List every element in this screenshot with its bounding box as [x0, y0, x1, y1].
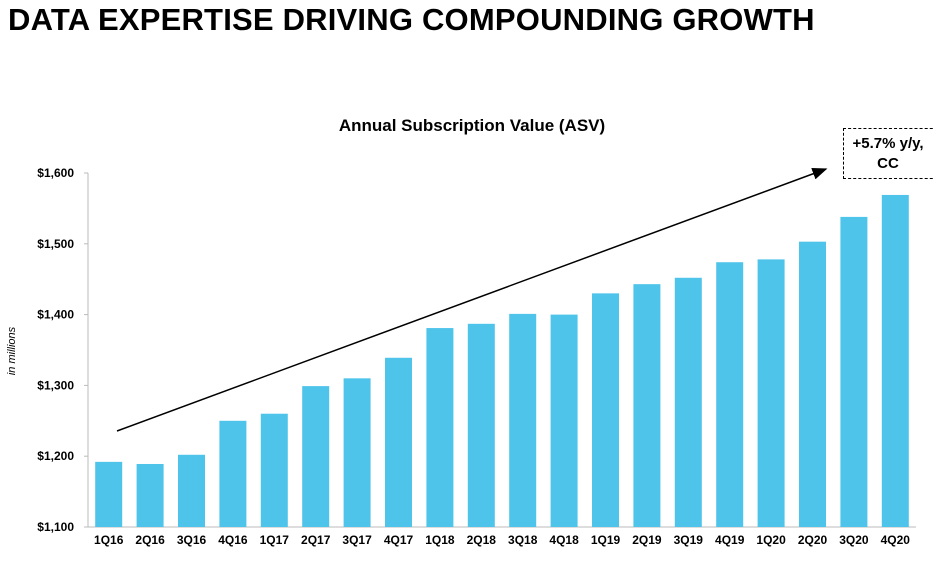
bar-2Q18	[467, 323, 495, 527]
bar-2Q17	[302, 386, 330, 527]
trend-arrow	[116, 168, 828, 432]
x-tick-label: 1Q20	[756, 533, 786, 547]
x-tick-label: 3Q20	[839, 533, 869, 547]
x-tick-label: 3Q18	[508, 533, 538, 547]
bar-3Q17	[343, 378, 371, 527]
y-tick-label: $1,300	[37, 378, 74, 392]
x-tick-label: 2Q18	[467, 533, 497, 547]
bar-1Q17	[260, 413, 288, 527]
x-tick-label: 4Q17	[384, 533, 414, 547]
x-tick-label: 1Q17	[260, 533, 290, 547]
x-tick-label: 1Q16	[94, 533, 124, 547]
y-tick-label: $1,500	[37, 237, 74, 251]
growth-annotation: +5.7% y/y, CC	[843, 128, 934, 179]
bar-1Q18	[426, 328, 454, 527]
x-tick-label: 2Q20	[798, 533, 828, 547]
x-tick-label: 4Q20	[881, 533, 911, 547]
x-tick-label: 4Q18	[549, 533, 579, 547]
bar-4Q18	[550, 314, 578, 527]
bar-4Q17	[385, 357, 412, 527]
x-tick-label: 2Q16	[135, 533, 165, 547]
bar-4Q20	[881, 194, 909, 527]
y-tick-label: $1,400	[37, 308, 74, 322]
bar-4Q19	[716, 262, 744, 527]
x-tick-label: 2Q19	[632, 533, 662, 547]
bar-3Q20	[840, 216, 868, 527]
x-tick-label: 4Q19	[715, 533, 745, 547]
bar-3Q18	[509, 313, 537, 527]
annotation-line2: CC	[877, 155, 899, 172]
chart-title: Annual Subscription Value (ASV)	[0, 116, 934, 136]
bar-2Q16	[136, 463, 164, 527]
bar-1Q20	[757, 259, 785, 527]
bar-1Q16	[95, 461, 123, 527]
x-tick-label: 3Q19	[674, 533, 704, 547]
x-tick-label: 4Q16	[218, 533, 248, 547]
x-tick-label: 2Q17	[301, 533, 331, 547]
bar-3Q19	[674, 277, 702, 527]
bar-1Q19	[592, 293, 619, 527]
y-tick-label: $1,600	[37, 166, 74, 180]
bar-3Q16	[178, 454, 205, 527]
x-tick-label: 3Q17	[342, 533, 372, 547]
x-tick-label: 1Q18	[425, 533, 455, 547]
chart-title-text: Annual Subscription Value (ASV)	[338, 116, 606, 135]
x-tick-label: 3Q16	[177, 533, 207, 547]
y-tick-label: $1,100	[37, 520, 74, 534]
x-tick-label: 1Q19	[591, 533, 621, 547]
annotation-line1: +5.7% y/y,	[852, 135, 924, 152]
y-tick-label: $1,200	[37, 449, 74, 463]
bar-4Q16	[219, 420, 247, 527]
bar-2Q19	[633, 284, 661, 527]
bar-2Q20	[799, 241, 826, 527]
page-title: DATA EXPERTISE DRIVING COMPOUNDING GROWT…	[8, 2, 815, 37]
